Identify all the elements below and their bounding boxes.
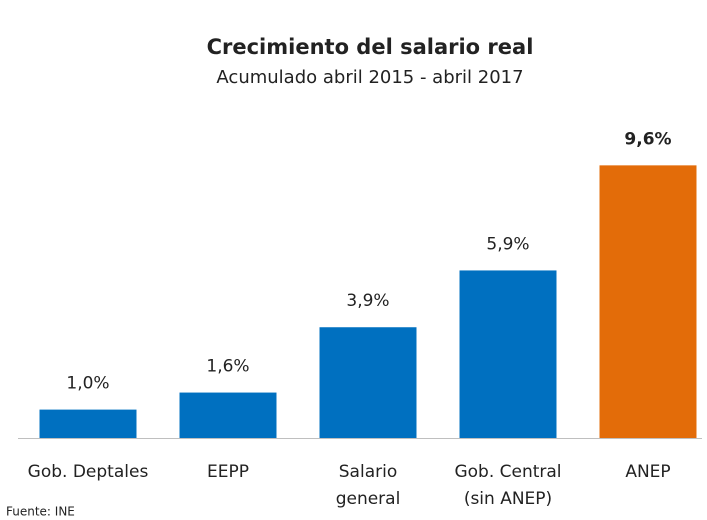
bar: [599, 165, 697, 439]
value-label: 1,6%: [206, 357, 249, 377]
bar: [179, 392, 277, 438]
bar: [319, 327, 417, 438]
source-note: Fuente: INE: [6, 505, 75, 519]
x-tick-label: Gob. Deptales: [28, 462, 149, 482]
value-label: 3,9%: [346, 291, 389, 311]
x-tick-label: ANEP: [625, 462, 670, 482]
value-label: 1,0%: [66, 374, 109, 394]
value-label: 5,9%: [486, 234, 529, 254]
chart-subtitle: Acumulado abril 2015 - abril 2017: [216, 67, 523, 88]
value-label: 9,6%: [624, 129, 671, 149]
chart-title: Crecimiento del salario real: [207, 35, 534, 59]
x-tick-label: (sin ANEP): [464, 489, 552, 509]
x-tick-label: EEPP: [207, 462, 249, 482]
x-tick-label: general: [336, 489, 401, 509]
x-tick-label: Gob. Central: [454, 462, 561, 482]
bar: [459, 270, 557, 438]
x-tick-label: Salario: [339, 462, 397, 482]
bar: [39, 409, 137, 438]
